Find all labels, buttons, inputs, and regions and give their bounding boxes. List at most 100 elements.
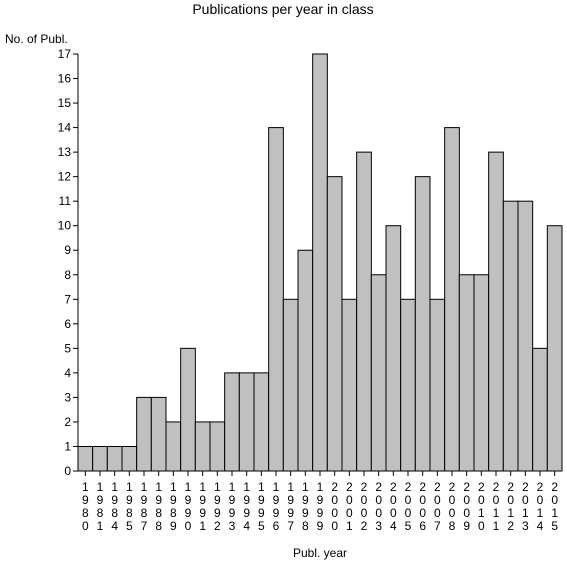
x-tick-label-char: 8 bbox=[82, 506, 89, 520]
x-tick-label-char: 0 bbox=[478, 519, 485, 533]
x-tick-label-char: 3 bbox=[375, 519, 382, 533]
bar-2012 bbox=[502, 200, 519, 472]
x-tick-label-char: 0 bbox=[463, 493, 470, 507]
x-tick-label-char: 2 bbox=[405, 480, 412, 494]
x-tick-label-char: 0 bbox=[375, 493, 382, 507]
x-tick-label-char: 0 bbox=[434, 493, 441, 507]
x-tick-label-char: 0 bbox=[331, 493, 338, 507]
x-tick-label-char: 4 bbox=[111, 519, 118, 533]
x-tick-label-char: 2 bbox=[419, 480, 426, 494]
x-tick-label-char: 0 bbox=[346, 506, 353, 520]
x-tick-label-char: 9 bbox=[82, 493, 89, 507]
x-tick-label-char: 1 bbox=[243, 480, 250, 494]
y-axis-label: No. of Publ. bbox=[5, 32, 68, 46]
x-tick-label-char: 5 bbox=[551, 519, 558, 533]
y-tick-label-1: 1 bbox=[64, 439, 71, 453]
chart-title: Publications per year in class bbox=[192, 1, 373, 17]
x-tick-label-char: 9 bbox=[97, 493, 104, 507]
x-tick-label-char: 8 bbox=[111, 506, 118, 520]
x-tick-label-char: 1 bbox=[273, 480, 280, 494]
x-tick-label-char: 8 bbox=[141, 506, 148, 520]
x-tick-label-char: 2 bbox=[390, 480, 397, 494]
bar-2009 bbox=[458, 274, 475, 472]
bar-2001 bbox=[341, 298, 358, 472]
x-tick-label-char: 2 bbox=[507, 519, 514, 533]
y-tick-label-16: 16 bbox=[58, 72, 72, 86]
x-tick-label-char: 1 bbox=[229, 480, 236, 494]
bar-1998 bbox=[297, 249, 314, 472]
bar-1999 bbox=[312, 53, 328, 472]
x-tick-label-char: 1 bbox=[287, 480, 294, 494]
x-tick-label-char: 2 bbox=[551, 480, 558, 494]
y-tick-label-11: 11 bbox=[59, 194, 72, 208]
bar-2003 bbox=[370, 274, 387, 472]
x-tick-label-char: 9 bbox=[463, 519, 470, 533]
bar-1993 bbox=[224, 372, 240, 472]
x-tick-label-char: 1 bbox=[493, 519, 500, 533]
bar-1989 bbox=[165, 421, 182, 472]
bar-1992 bbox=[209, 421, 226, 472]
bar-2004 bbox=[385, 225, 402, 472]
x-tick-label-char: 1 bbox=[478, 506, 485, 520]
bar-2013 bbox=[517, 200, 534, 472]
x-tick-label-char: 6 bbox=[273, 519, 280, 533]
y-tick-label-10: 10 bbox=[58, 219, 72, 233]
y-tick-label-14: 14 bbox=[58, 121, 72, 135]
bar-1988 bbox=[150, 396, 167, 472]
x-tick-label-char: 0 bbox=[390, 493, 397, 507]
x-tick-label-char: 7 bbox=[287, 519, 294, 533]
x-tick-label-char: 9 bbox=[287, 493, 294, 507]
bar-1997 bbox=[282, 298, 299, 472]
x-tick-label-char: 8 bbox=[155, 519, 162, 533]
bar-2007 bbox=[429, 298, 446, 472]
bar-1980 bbox=[77, 445, 94, 472]
x-tick-label-char: 2 bbox=[537, 480, 544, 494]
x-tick-label-char: 9 bbox=[258, 506, 265, 520]
x-tick-label-char: 9 bbox=[199, 506, 206, 520]
x-tick-label-char: 1 bbox=[258, 480, 265, 494]
y-tick-label-12: 12 bbox=[58, 170, 72, 184]
x-tick-label-char: 1 bbox=[155, 480, 162, 494]
bar-1985 bbox=[121, 445, 138, 472]
bar-1981 bbox=[92, 445, 108, 472]
bar-2002 bbox=[356, 151, 372, 472]
x-tick-label-char: 8 bbox=[302, 519, 309, 533]
x-tick-label-char: 9 bbox=[273, 506, 280, 520]
bar-1996 bbox=[268, 127, 284, 472]
bar-2008 bbox=[444, 127, 460, 472]
x-tick-label-char: 7 bbox=[141, 519, 148, 533]
x-tick-label-char: 1 bbox=[82, 480, 89, 494]
x-tick-label-char: 2 bbox=[346, 480, 353, 494]
x-tick-label-char: 2 bbox=[478, 480, 485, 494]
x-tick-label-char: 0 bbox=[434, 506, 441, 520]
x-tick-label-char: 1 bbox=[141, 480, 148, 494]
y-tick-label-0: 0 bbox=[64, 464, 71, 478]
y-tick-label-8: 8 bbox=[64, 268, 71, 282]
x-tick-label-char: 1 bbox=[199, 480, 206, 494]
x-tick-label-char: 0 bbox=[361, 493, 368, 507]
x-tick-label-char: 0 bbox=[405, 506, 412, 520]
bar-2006 bbox=[414, 176, 431, 472]
x-tick-label-char: 5 bbox=[126, 519, 133, 533]
x-tick-label-char: 9 bbox=[141, 493, 148, 507]
x-tick-label-char: 9 bbox=[170, 519, 177, 533]
